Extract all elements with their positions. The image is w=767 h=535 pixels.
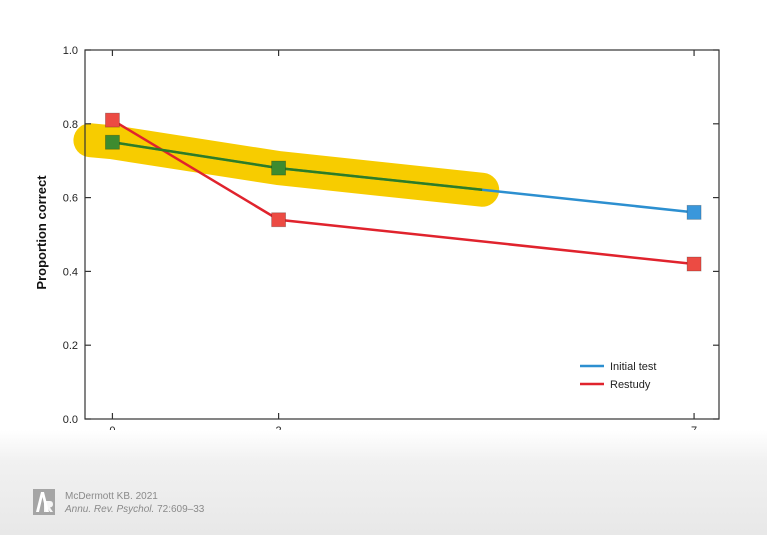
data-point-initial-test: [105, 134, 120, 150]
legend: Initial test Restudy: [580, 361, 656, 391]
y-tick-label: 0.4: [63, 266, 78, 278]
journal-name: Annu. Rev. Psychol.: [65, 504, 155, 515]
data-point-restudy: [686, 256, 702, 272]
data-point-initial-test: [271, 160, 287, 176]
axes-frame: [84, 49, 720, 420]
data-point-restudy: [271, 212, 287, 228]
y-tick-label: 0.8: [63, 119, 78, 131]
y-tick-label: 0.6: [63, 193, 78, 205]
annual-reviews-logo-icon: [33, 489, 55, 515]
legend-label-restudy: Restudy: [610, 379, 651, 391]
y-tick-label: 1.0: [63, 45, 78, 57]
citation-author: McDermott KB. 2021: [65, 491, 158, 502]
journal-pages: 72:609–33: [157, 504, 205, 515]
y-tick-label: 0.0: [63, 414, 78, 426]
y-axis-label: Proportion correct: [34, 175, 49, 290]
axes: 0.00.20.40.60.81.0027Retention interval …: [34, 45, 720, 459]
y-tick-label: 0.2: [63, 340, 78, 352]
legend-label-initial-test: Initial test: [610, 361, 656, 373]
data-point-initial-test: [686, 204, 702, 220]
data-point-restudy: [105, 112, 120, 128]
plot-area: [73, 112, 702, 272]
footer-band: [0, 430, 767, 535]
citation: McDermott KB. 2021 Annu. Rev. Psychol. 7…: [65, 490, 204, 516]
citation-journal: Annu. Rev. Psychol. 72:609–33: [65, 503, 204, 516]
